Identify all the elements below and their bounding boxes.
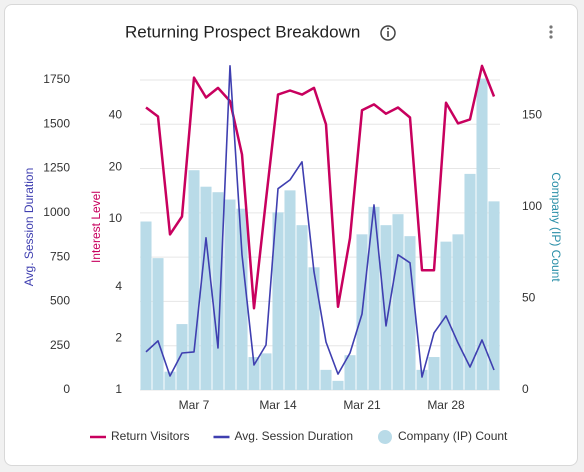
bar <box>140 221 152 390</box>
y-tick-label: 750 <box>50 249 70 263</box>
y3-tick-label: 0 <box>522 382 529 396</box>
y-tick-label: 0 <box>63 382 70 396</box>
y-tick-label: 500 <box>50 294 70 308</box>
bar <box>368 206 380 390</box>
bar <box>320 369 332 390</box>
bar <box>284 190 296 390</box>
y3-tick-label: 150 <box>522 107 542 121</box>
bar <box>212 192 224 390</box>
bar <box>152 258 164 390</box>
bar <box>224 199 236 390</box>
y3-tick-label: 50 <box>522 291 536 305</box>
bar <box>164 371 176 390</box>
y-tick-label: 1500 <box>43 116 70 130</box>
y-tick-label: 1000 <box>43 205 70 219</box>
legend-label: Company (IP) Count <box>398 429 508 443</box>
bar <box>200 186 212 390</box>
bar <box>416 369 428 390</box>
legend-label: Return Visitors <box>111 429 189 443</box>
bar <box>428 357 440 390</box>
bar <box>476 78 488 391</box>
menu-button[interactable] <box>549 25 553 39</box>
bar <box>248 357 260 390</box>
y2-axis-title: Interest Level <box>89 191 103 263</box>
y-tick-label: 1750 <box>43 72 70 86</box>
x-tick-label: Mar 28 <box>427 398 465 412</box>
x-tick-label: Mar 21 <box>343 398 381 412</box>
chart-title: Returning Prospect Breakdown <box>125 22 360 41</box>
bar <box>380 225 392 390</box>
bar <box>464 173 476 390</box>
line <box>145 64 496 310</box>
y2-tick-label: 10 <box>109 211 123 225</box>
bar <box>308 267 320 390</box>
x-tick-label: Mar 7 <box>179 398 210 412</box>
y2-tick-label: 40 <box>109 108 123 122</box>
bar <box>488 201 500 390</box>
bar <box>296 225 308 390</box>
bar <box>332 380 344 390</box>
bar <box>392 214 404 390</box>
y2-tick-label: 4 <box>115 279 122 293</box>
x-tick-label: Mar 14 <box>259 398 297 412</box>
legend-swatch <box>378 430 392 444</box>
bar <box>404 236 416 390</box>
bar <box>272 212 284 390</box>
bar <box>452 234 464 390</box>
y2-tick-label: 20 <box>109 159 123 173</box>
bar <box>236 208 248 390</box>
y-axis-title: Avg. Session Duration <box>22 168 36 287</box>
y2-tick-label: 1 <box>115 382 122 396</box>
info-icon[interactable] <box>380 25 396 41</box>
y3-tick-label: 100 <box>522 199 542 213</box>
line <box>145 65 495 378</box>
legend-label: Avg. Session Duration <box>234 429 353 443</box>
bar <box>260 353 272 390</box>
y-tick-label: 1250 <box>43 161 70 175</box>
y2-tick-label: 2 <box>115 331 122 345</box>
bar <box>344 355 356 390</box>
bar <box>176 324 188 390</box>
y3-axis-title: Company (IP) Count <box>549 172 563 282</box>
y-tick-label: 250 <box>50 338 70 352</box>
bar <box>188 170 200 390</box>
